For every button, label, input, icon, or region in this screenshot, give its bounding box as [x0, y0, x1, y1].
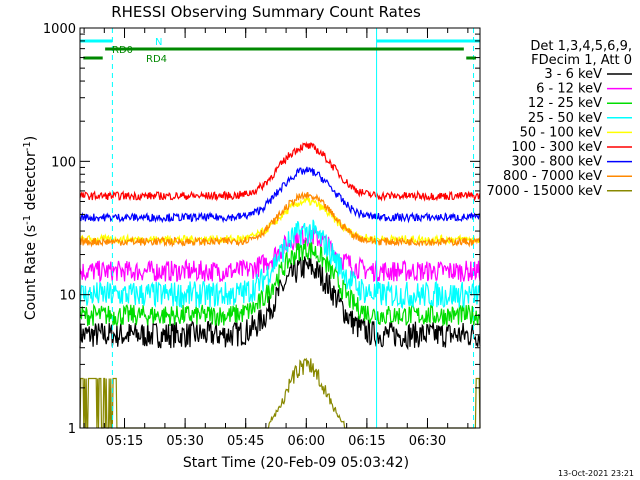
- legend-label-8: 7000 - 15000 keV: [487, 184, 603, 199]
- legend-label-3: 25 - 50 keV: [528, 111, 602, 126]
- legend-label-2: 12 - 25 keV: [528, 96, 602, 111]
- x-tick-label-3: 06:00: [288, 434, 325, 449]
- series-line-7: [79, 191, 481, 248]
- flag-label-2: RD4: [146, 54, 167, 65]
- legend-label-5: 100 - 300 keV: [511, 140, 602, 155]
- plot-frame: [79, 27, 481, 429]
- series-line-1: [79, 225, 481, 284]
- flag-label-1: RD0: [112, 45, 133, 56]
- y-axis-label-end: ): [23, 136, 39, 141]
- flag-label-0: N: [155, 37, 162, 48]
- legend-label-1: 6 - 12 keV: [536, 82, 602, 97]
- legend-header-line-1: Det 1,3,4,5,6,9,: [530, 39, 632, 54]
- y-axis-label-sup1: -1: [22, 215, 33, 225]
- x-tick-label-5: 06:30: [409, 434, 446, 449]
- legend-label-4: 50 - 100 keV: [520, 125, 603, 140]
- x-tick-label-4: 06:15: [348, 434, 385, 449]
- legend: Det 1,3,4,5,6,9, FDecim 1, Att 0 3 - 6 k…: [487, 39, 632, 199]
- y-tick-label-2: 100: [51, 155, 76, 170]
- y-axis-label-mid: detector: [23, 151, 39, 215]
- legend-label-6: 300 - 800 keV: [511, 155, 602, 170]
- y-axis-label-sup2: -1: [22, 141, 33, 151]
- series-line-6: [79, 166, 481, 224]
- series-line-0: [79, 256, 481, 351]
- x-tick-label-0: 05:15: [106, 434, 143, 449]
- y-axis-label-main: Count Rate (s: [23, 225, 39, 320]
- legend-label-0: 3 - 6 keV: [544, 67, 602, 82]
- timestamp: 13-Oct-2021 23:21: [558, 469, 634, 478]
- x-axis-label: Start Time (20-Feb-09 05:03:42): [183, 455, 409, 471]
- x-tick-label-1: 05:30: [166, 434, 203, 449]
- y-tick-label-0: 1: [68, 422, 76, 437]
- series-line-5: [79, 141, 481, 202]
- y-tick-label-3: 1000: [43, 22, 76, 37]
- legend-header-line-2: FDecim 1, Att 0: [531, 53, 632, 68]
- axis-layer: 1 10 100 1000 05:15 05:30 05:45 06:00 06:15 06:30: [43, 22, 481, 449]
- y-axis-label: Count Rate (s-1 detector-1): [22, 136, 40, 320]
- y-tick-label-1: 10: [59, 289, 76, 304]
- series-line-3: [79, 219, 481, 310]
- legend-label-7: 800 - 7000 keV: [503, 169, 602, 184]
- x-tick-label-2: 05:45: [227, 434, 264, 449]
- chart-title: RHESSI Observing Summary Count Rates: [111, 3, 421, 21]
